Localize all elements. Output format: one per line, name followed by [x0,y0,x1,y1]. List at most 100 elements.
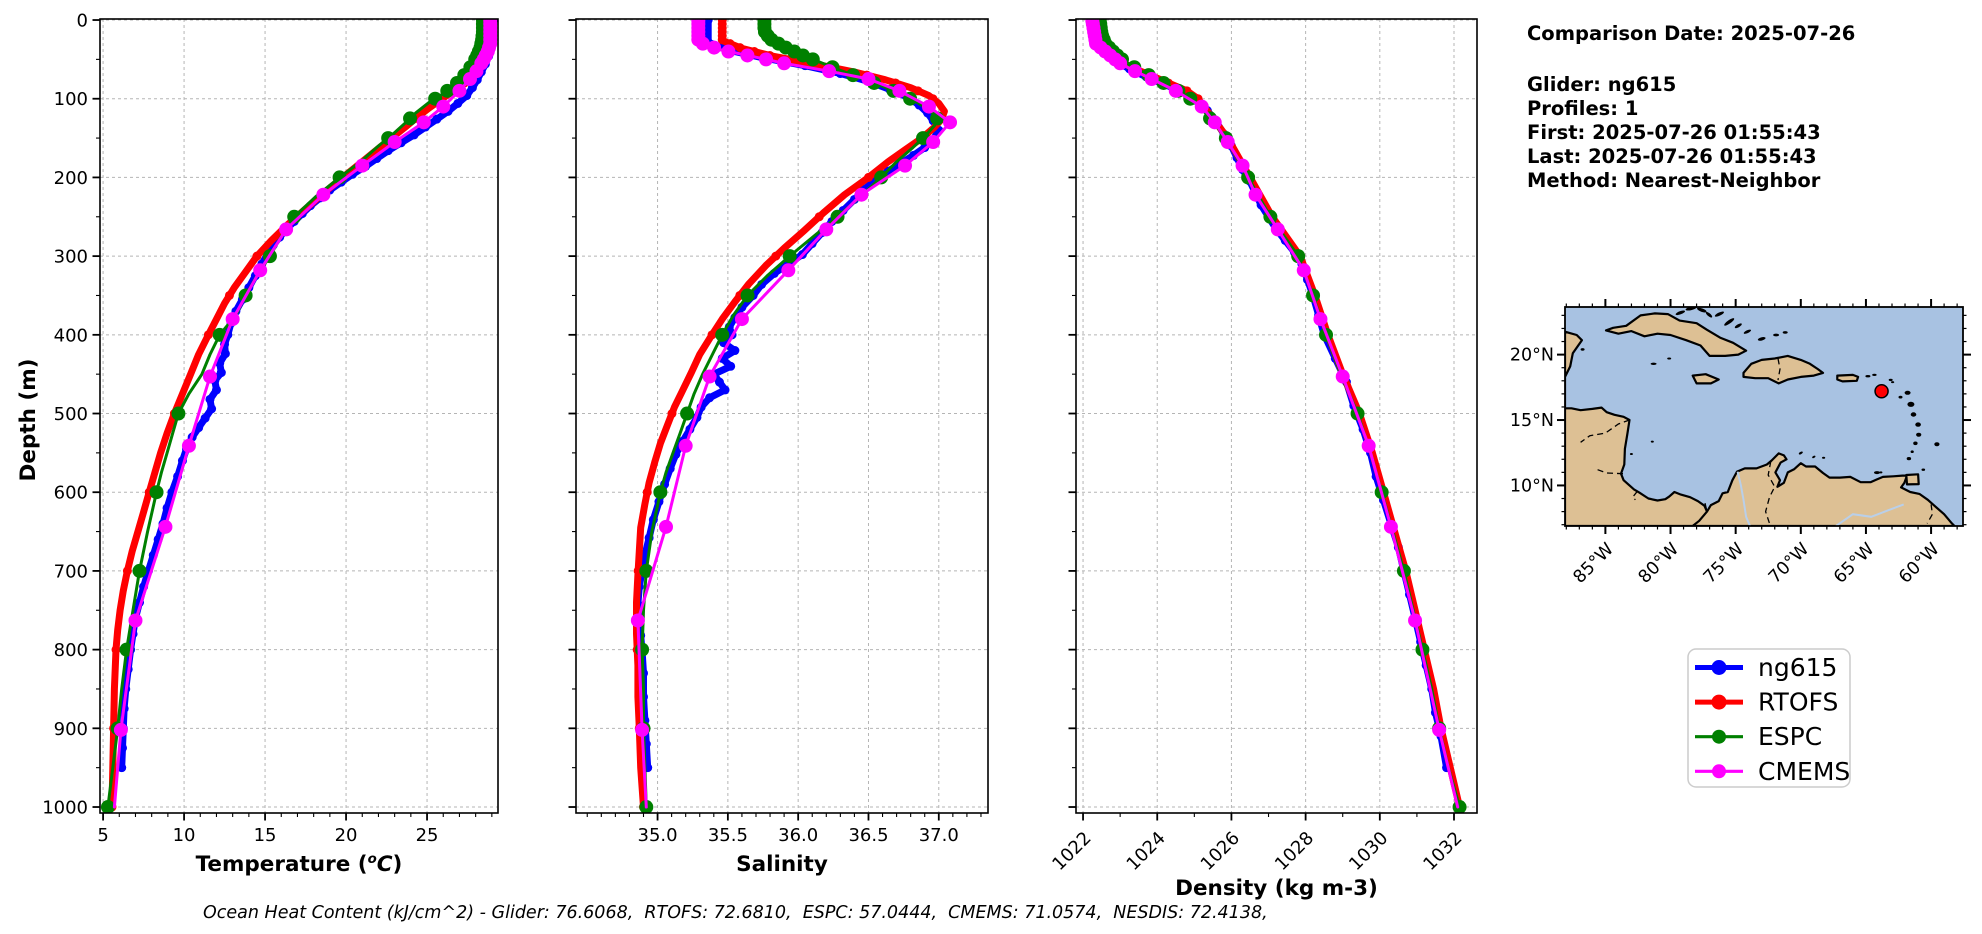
series-ng615-marker [205,394,215,404]
series-CMEMS-marker [721,44,736,59]
series-CMEMS-marker [1194,99,1209,114]
series-ESPC-marker [100,800,115,813]
map-island [1906,457,1912,461]
first-time-text: First: 2025-07-26 01:55:43 [1527,121,1821,144]
map-land [1836,373,1860,383]
map-lon-label: 65°W [1830,539,1878,587]
xtick-label-density: 1022 [1048,828,1095,875]
series-CMEMS-marker [1168,83,1183,98]
depth-tick-label: 0 [77,11,88,32]
series-CMEMS-marker [781,263,796,278]
map-island [1904,390,1911,395]
xtick-label-density: 1028 [1271,828,1318,875]
map-island [1675,310,1686,316]
xtick-label-density: 1024 [1123,828,1170,875]
axes-frame-temperature [99,18,499,814]
series-RTOFS-marker [735,43,745,53]
series-CMEMS-marker [1220,135,1235,150]
series-RTOFS-marker [224,290,234,300]
legend-marker-ng615 [1711,660,1727,675]
series-CMEMS-marker [822,64,837,79]
series-RTOFS-marker [863,172,873,182]
depth-axis-label: Depth (m) [16,358,41,482]
map-lat-label: 15°N [1510,411,1554,431]
series-ESPC-marker [1452,800,1467,813]
series-ng615-marker [207,404,217,414]
series-CMEMS-marker [861,72,876,87]
last-time-text: Last: 2025-07-26 01:55:43 [1527,145,1817,168]
map-island [1898,395,1903,399]
map-lon-label: 75°W [1700,539,1748,587]
map-island [1667,357,1672,360]
map-island [1714,311,1724,317]
series-ESPC-line [1098,19,1462,809]
series-CMEMS-marker [279,222,294,237]
legend-entry-label: ESPC [1758,722,1822,751]
series-RTOFS-marker [814,212,824,222]
panel-density: 1022 1024 1026 1028 1030 1032 [1048,18,1478,875]
xtick-label-salinity: 36.5 [848,825,888,846]
map-island [1934,442,1940,447]
series-CMEMS-marker [630,613,645,628]
series-CMEMS-marker [436,99,451,114]
series-ng615-line [118,19,497,772]
series-RTOFS-marker [717,35,727,45]
series-CMEMS-marker [777,56,792,71]
series-CMEMS-marker [1113,56,1128,71]
depth-tick-label: 800 [54,640,88,661]
series-ng615-marker [703,19,713,25]
map-border [1565,390,1566,392]
map-island [1650,362,1657,365]
map-border [1597,469,1624,475]
series-CMEMS-marker [819,222,834,237]
series-CMEMS-marker [1361,438,1376,453]
map-land [1691,373,1720,385]
map-island [1629,453,1633,455]
map-island [1757,337,1766,341]
map-island [1916,432,1922,437]
series-CMEMS-marker [462,72,477,87]
series-CMEMS-marker [1144,72,1159,87]
series-CMEMS-marker [181,438,196,453]
map-land [1742,354,1825,385]
map-land [1905,473,1920,486]
series-CMEMS-marker [702,369,717,384]
series-CMEMS-marker [898,158,913,173]
series-ESPC-marker [1291,249,1306,264]
legend-entry-label: ng615 [1758,653,1837,682]
series-ESPC-marker [639,563,654,578]
temperature-axis-label: Temperature (oC) [195,852,403,878]
map-inset: 20°N 15°N 10°N 85°W 80°W 75°W 70°W 65°W 60°W [1510,299,1971,588]
depth-tick-label: 500 [54,404,88,425]
series-CMEMS-marker [1207,115,1222,130]
map-island [1782,331,1788,334]
glider-position-marker [1874,384,1889,399]
series-RTOFS-marker [203,330,213,340]
panel-temperature: 5 10 15 20 25 0 100 200 300 400 500 600 700 800 900 100… [42,11,499,846]
map-river [1835,503,1905,526]
series-ESPC-marker [740,288,755,303]
series-CMEMS-marker [316,187,331,202]
series-ng615-marker [117,763,127,773]
series-RTOFS-marker [111,645,121,655]
series-ng615-marker [216,368,226,378]
series-CMEMS-marker [734,312,749,327]
series-ESPC-marker [715,327,730,342]
series-RTOFS-marker [122,566,132,576]
series-CMEMS-marker [253,263,268,278]
map-border [1764,461,1776,524]
map-island [1910,412,1917,417]
series-CMEMS-marker [854,187,869,202]
series-CMEMS-marker [1127,64,1142,79]
map-island [1913,441,1918,446]
series-RTOFS-marker [642,487,652,497]
series-ESPC-marker [212,327,227,342]
series-RTOFS-marker [771,251,781,261]
series-ng615-marker [220,349,230,359]
salinity-axis-label: Salinity [736,852,828,877]
xtick-label-salinity: 35.0 [638,825,678,846]
series-ng615-marker [200,413,210,423]
series-CMEMS-marker [740,48,755,63]
series-ng615-marker [714,377,724,387]
